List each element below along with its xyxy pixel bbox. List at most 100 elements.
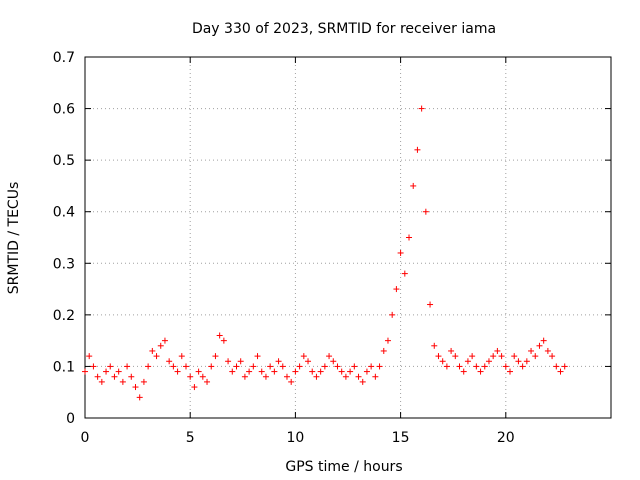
data-point [258,368,265,375]
data-point [132,384,139,391]
data-point [498,353,505,360]
data-point [199,373,206,380]
data-point [515,358,522,365]
data-points [82,105,568,401]
data-point [406,234,413,241]
data-point [401,270,408,277]
data-point [90,363,97,370]
data-point [300,353,307,360]
data-point [359,378,366,385]
data-point [549,353,556,360]
ticks [84,56,611,419]
data-point [153,353,160,360]
data-point [351,363,358,370]
data-point [481,363,488,370]
y-axis-label: SRMTID / TECUs [6,182,22,295]
data-point [86,353,93,360]
data-point [94,373,101,380]
data-point [384,337,391,344]
data-point [393,286,400,293]
data-point [250,363,257,370]
data-point [528,347,535,354]
data-point [439,358,446,365]
x-tick-label: 10 [286,430,304,446]
data-point [115,368,122,375]
data-point [317,368,324,375]
data-point [414,146,421,153]
data-point [128,373,135,380]
data-point [494,347,501,354]
data-point [363,368,370,375]
data-point [254,353,261,360]
data-point [212,353,219,360]
data-point [140,378,147,385]
data-point [111,373,118,380]
data-point [119,378,126,385]
y-tick-label: 0.5 [53,153,75,169]
data-point [208,363,215,370]
data-point [241,373,248,380]
data-point [107,363,114,370]
data-point [452,353,459,360]
data-point [485,358,492,365]
data-point [182,363,189,370]
data-point [157,342,164,349]
data-point [511,353,518,360]
data-point [326,353,333,360]
y-tick-label: 0.1 [53,359,75,375]
data-point [368,363,375,370]
data-point [443,363,450,370]
data-point [124,363,131,370]
data-point [267,363,274,370]
data-point [246,368,253,375]
data-point [557,368,564,375]
data-point [334,363,341,370]
data-point [477,368,484,375]
data-point [342,373,349,380]
data-point [448,347,455,354]
data-point [540,337,547,344]
x-axis-label: GPS time / hours [285,459,402,475]
data-point [283,373,290,380]
data-point [309,368,316,375]
data-point [536,342,543,349]
y-tick-label: 0.4 [53,205,75,221]
x-tick-label: 15 [392,430,410,446]
data-point [161,337,168,344]
data-point [410,182,417,189]
data-point [431,342,438,349]
data-point [376,363,383,370]
data-point [561,363,568,370]
y-tick-label: 0.3 [53,256,75,272]
data-point [544,347,551,354]
data-point [355,373,362,380]
data-point [103,368,110,375]
x-tick-label: 5 [186,430,195,446]
data-point [397,249,404,256]
data-point [229,368,236,375]
grid [85,57,611,418]
data-point [262,373,269,380]
data-point [174,368,181,375]
data-point [170,363,177,370]
data-point [195,368,202,375]
data-point [460,368,467,375]
data-point [216,332,223,339]
data-point [523,358,530,365]
y-tick-label: 0.2 [53,308,75,324]
chart-title: Day 330 of 2023, SRMTID for receiver iam… [192,21,496,37]
data-point [288,378,295,385]
data-point [490,353,497,360]
data-point [98,378,105,385]
data-point [275,358,282,365]
y-tick-label: 0.6 [53,102,75,118]
data-point [347,368,354,375]
data-point [145,363,152,370]
data-point [191,384,198,391]
data-point [389,311,396,318]
data-point [187,373,194,380]
data-point [296,363,303,370]
data-point [469,353,476,360]
